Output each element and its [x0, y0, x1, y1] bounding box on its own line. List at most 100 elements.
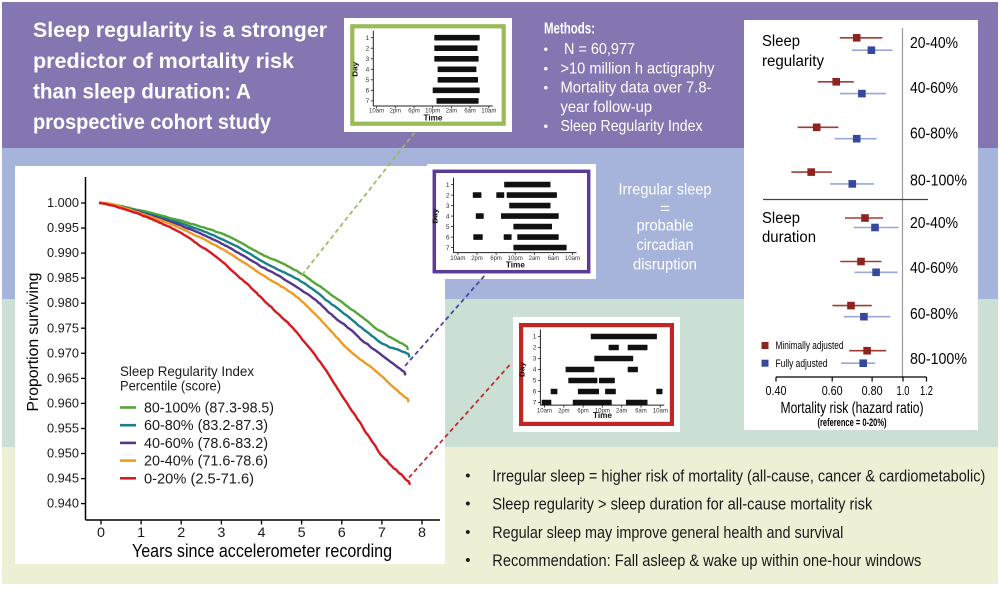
svg-text:Day: Day [517, 361, 526, 377]
svg-text:•: • [544, 119, 549, 134]
svg-text:3: 3 [217, 524, 225, 540]
svg-text:0.80: 0.80 [862, 384, 883, 398]
svg-text:year follow-up: year follow-up [561, 99, 653, 116]
svg-text:4: 4 [366, 66, 370, 73]
svg-text:4: 4 [446, 213, 450, 220]
svg-text:1.000: 1.000 [47, 195, 79, 210]
svg-text:probable: probable [637, 218, 694, 235]
svg-text:0.995: 0.995 [47, 220, 79, 235]
svg-text:Time: Time [424, 114, 444, 123]
svg-text:0.940: 0.940 [47, 496, 79, 511]
svg-text:80-100%: 80-100% [910, 173, 967, 190]
svg-text:Irregular sleep: Irregular sleep [619, 182, 712, 199]
svg-text:3: 3 [446, 203, 450, 210]
svg-text:(reference = 0-20%): (reference = 0-20%) [818, 417, 887, 429]
svg-text:6pm: 6pm [408, 108, 420, 115]
svg-text:7: 7 [366, 98, 370, 105]
svg-text:Mortality data over 7.8-: Mortality data over 7.8- [561, 80, 712, 97]
svg-text:5: 5 [533, 378, 537, 385]
svg-text:10am: 10am [565, 255, 581, 262]
svg-text:1: 1 [533, 334, 537, 341]
svg-text:Regular sleep may improve gene: Regular sleep may improve general health… [492, 524, 843, 542]
svg-text:6pm: 6pm [490, 255, 502, 262]
svg-text:7: 7 [533, 400, 537, 407]
svg-text:Irregular sleep = higher risk: Irregular sleep = higher risk of mortali… [492, 468, 985, 486]
svg-text:0.945: 0.945 [47, 471, 79, 486]
svg-text:circadian: circadian [637, 237, 694, 254]
svg-text:0.965: 0.965 [47, 370, 79, 385]
svg-text:2pm: 2pm [471, 255, 483, 262]
svg-text:•: • [465, 468, 470, 485]
svg-text:6am: 6am [635, 408, 647, 415]
svg-text:7: 7 [446, 245, 450, 252]
svg-text:6: 6 [366, 88, 370, 95]
svg-text:Sleep Regularity Index: Sleep Regularity Index [120, 363, 254, 379]
svg-text:1: 1 [137, 524, 145, 540]
svg-text:1.0: 1.0 [897, 384, 910, 398]
svg-text:0.985: 0.985 [47, 270, 79, 285]
svg-text:than sleep duration: A: than sleep duration: A [33, 80, 251, 103]
svg-text:0-20% (2.5-71.6): 0-20% (2.5-71.6) [144, 471, 254, 487]
svg-text:2pm: 2pm [390, 108, 402, 115]
svg-text:80-100%: 80-100% [910, 351, 967, 368]
svg-text:regularity: regularity [762, 53, 824, 70]
svg-text:Years since accelerometer reco: Years since accelerometer recording [132, 541, 392, 561]
svg-text:predictor of mortality risk: predictor of mortality risk [33, 50, 294, 73]
svg-text:2am: 2am [616, 408, 628, 415]
svg-text:2: 2 [533, 345, 537, 352]
svg-text:4: 4 [533, 367, 537, 374]
svg-text:Proportion surviving: Proportion surviving [25, 273, 42, 412]
svg-text:1: 1 [366, 35, 370, 42]
svg-text:•: • [544, 42, 549, 57]
svg-text:3: 3 [366, 56, 370, 63]
svg-text:1: 1 [446, 182, 450, 189]
svg-text:Day: Day [431, 208, 440, 224]
svg-text:60-80%: 60-80% [910, 306, 958, 323]
svg-text:0.975: 0.975 [47, 320, 79, 335]
svg-text:40-60%: 40-60% [910, 260, 958, 277]
svg-text:2pm: 2pm [558, 408, 570, 415]
svg-text:N = 60,977: N = 60,977 [564, 41, 635, 58]
svg-text:Percentile (score): Percentile (score) [120, 378, 221, 394]
svg-text:6: 6 [338, 524, 346, 540]
svg-text:0.990: 0.990 [47, 245, 79, 260]
svg-text:=: = [660, 200, 670, 217]
svg-text:>10 million h actigraphy: >10 million h actigraphy [561, 60, 715, 77]
svg-text:0.60: 0.60 [822, 384, 843, 398]
svg-text:10pm: 10pm [595, 408, 611, 415]
svg-text:10am: 10am [537, 408, 553, 415]
svg-text:Fully adjusted: Fully adjusted [776, 358, 828, 370]
svg-text:Day: Day [350, 61, 359, 77]
svg-text:10pm: 10pm [508, 255, 524, 262]
svg-text:8: 8 [418, 524, 426, 540]
svg-text:Sleep regularity is a stronger: Sleep regularity is a stronger [33, 19, 327, 42]
svg-text:Sleep: Sleep [762, 33, 800, 50]
svg-text:Sleep regularity > sleep durat: Sleep regularity > sleep duration for al… [492, 496, 873, 514]
svg-text:0.40: 0.40 [766, 384, 787, 398]
svg-text:Time: Time [593, 411, 613, 420]
svg-text:60-80% (83.2-87.3): 60-80% (83.2-87.3) [144, 418, 268, 434]
svg-text:0.950: 0.950 [47, 446, 79, 461]
svg-text:6am: 6am [464, 108, 476, 115]
svg-text:5: 5 [366, 77, 370, 84]
svg-text:Sleep Regularity Index: Sleep Regularity Index [561, 118, 703, 135]
svg-text:duration: duration [762, 229, 816, 246]
svg-text:2am: 2am [446, 108, 458, 115]
svg-text:80-100% (87.3-98.5): 80-100% (87.3-98.5) [144, 401, 274, 417]
svg-text:6pm: 6pm [577, 408, 589, 415]
svg-text:6: 6 [446, 234, 450, 241]
svg-text:•: • [465, 552, 470, 569]
svg-text:1.2: 1.2 [920, 384, 933, 398]
svg-text:Mortality risk (hazard ratio): Mortality risk (hazard ratio) [781, 400, 924, 417]
svg-text:2: 2 [446, 192, 450, 199]
svg-text:0.970: 0.970 [47, 345, 79, 360]
svg-text:10am: 10am [653, 408, 669, 415]
svg-text:3: 3 [533, 356, 537, 363]
svg-text:Time: Time [506, 260, 526, 269]
svg-text:6am: 6am [548, 255, 560, 262]
svg-text:Sleep: Sleep [762, 210, 800, 227]
svg-text:Recommendation: Fall asleep &: Recommendation: Fall asleep & wake up wi… [492, 552, 921, 570]
svg-text:Methods:: Methods: [544, 21, 595, 38]
svg-text:0.955: 0.955 [47, 420, 79, 435]
svg-text:•: • [465, 524, 470, 541]
